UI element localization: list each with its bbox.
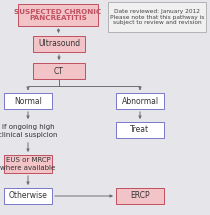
FancyBboxPatch shape [108,2,206,32]
FancyBboxPatch shape [4,122,52,140]
Text: If ongoing high
clinical suspicion: If ongoing high clinical suspicion [0,124,58,138]
Text: Ultrasound: Ultrasound [38,40,80,49]
FancyBboxPatch shape [116,122,164,138]
FancyBboxPatch shape [33,36,85,52]
FancyBboxPatch shape [4,188,52,204]
Text: Treat: Treat [130,126,150,135]
FancyBboxPatch shape [18,4,98,26]
FancyBboxPatch shape [33,63,85,79]
Text: Date reviewed: January 2012
Please note that this pathway is
subject to review a: Date reviewed: January 2012 Please note … [110,9,204,25]
Text: ERCP: ERCP [130,192,150,201]
FancyBboxPatch shape [4,155,52,173]
Text: EUS or MRCP
where available: EUS or MRCP where available [0,158,56,170]
Text: Abnormal: Abnormal [121,97,159,106]
FancyBboxPatch shape [116,93,164,109]
Text: SUSPECTED CHRONIC
PANCREATITIS: SUSPECTED CHRONIC PANCREATITIS [14,9,102,22]
Text: Otherwise: Otherwise [9,192,47,201]
FancyBboxPatch shape [4,93,52,109]
Text: CT: CT [54,66,64,75]
Text: Normal: Normal [14,97,42,106]
FancyBboxPatch shape [116,188,164,204]
